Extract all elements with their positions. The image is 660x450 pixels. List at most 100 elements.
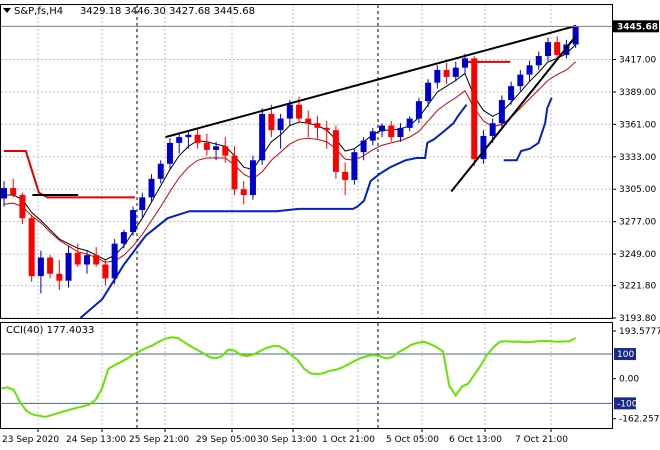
main-pane-frame bbox=[0, 4, 613, 319]
main-y-tick-label: 3417.00 bbox=[619, 56, 656, 66]
main-y-tick-label: 3333.00 bbox=[619, 153, 656, 163]
candle-bull bbox=[130, 210, 137, 233]
candle-bull bbox=[535, 56, 542, 66]
candle-bull bbox=[526, 65, 533, 75]
candle-bear bbox=[10, 188, 17, 196]
candle-bull bbox=[480, 135, 487, 160]
main-y-tick-label: 3389.00 bbox=[619, 88, 656, 98]
x-tick-label: 25 Sep 21:00 bbox=[129, 435, 189, 445]
candle-bear bbox=[323, 127, 330, 131]
candle-bull bbox=[379, 125, 386, 132]
candle-bear bbox=[102, 264, 109, 279]
candle-bull bbox=[120, 232, 127, 244]
candle-bull bbox=[572, 26, 579, 45]
candle-bull bbox=[517, 74, 524, 87]
candle-bull bbox=[462, 58, 468, 68]
main-y-tick-label: 3221.80 bbox=[619, 282, 656, 292]
candle-bear bbox=[222, 146, 229, 156]
candle-bull bbox=[434, 69, 441, 83]
candle-bull bbox=[415, 101, 422, 119]
cci-y-tick-label: -162.2574 bbox=[619, 415, 660, 425]
main-y-tick-label: 3193.80 bbox=[619, 314, 656, 324]
candle-bear bbox=[388, 125, 395, 138]
candle-bull bbox=[351, 152, 358, 180]
cci-title: CCI(40) 177.4033 bbox=[6, 325, 94, 336]
current-price-badge-bg bbox=[613, 20, 659, 33]
x-tick-label: 23 Sep 2020 bbox=[2, 435, 59, 445]
candle-bear bbox=[342, 171, 349, 180]
candle-bull bbox=[166, 142, 173, 164]
candle-bull bbox=[498, 100, 505, 124]
candle-bear bbox=[314, 123, 321, 128]
candle-bear bbox=[268, 113, 275, 131]
candle-bear bbox=[554, 42, 561, 55]
candle-bull bbox=[489, 123, 496, 136]
main-y-tick-label: 3277.00 bbox=[619, 218, 656, 228]
candle-bear bbox=[74, 252, 81, 265]
candle-bear bbox=[471, 58, 478, 160]
candle-bull bbox=[213, 146, 220, 150]
red-channel-line bbox=[4, 150, 135, 199]
cci-level-badge: -100 bbox=[614, 397, 638, 410]
candle-bear bbox=[19, 195, 26, 219]
candle-bull bbox=[148, 178, 155, 198]
cci-pane-frame bbox=[0, 322, 613, 429]
candle-bull bbox=[277, 118, 284, 131]
candle-bull bbox=[286, 104, 293, 119]
candle-bear bbox=[56, 273, 63, 281]
main-y-tick-label: 3305.00 bbox=[619, 185, 656, 195]
candle-bull bbox=[259, 113, 266, 161]
x-tick-label: 24 Sep 13:00 bbox=[66, 435, 126, 445]
candle-bull bbox=[185, 134, 192, 138]
cci-level-badge-bg bbox=[614, 397, 636, 410]
candle-bull bbox=[544, 42, 551, 57]
cci-y-tick-label: 193.5777 bbox=[619, 327, 660, 337]
candle-bear bbox=[332, 130, 339, 172]
blue-band-line bbox=[79, 104, 468, 319]
candle-bear bbox=[28, 218, 35, 277]
x-tick-label: 5 Oct 05:00 bbox=[386, 435, 439, 445]
candle-bear bbox=[194, 134, 201, 143]
cci-level-badge-bg bbox=[614, 348, 636, 361]
candle-bear bbox=[443, 69, 450, 77]
x-tick-label: 7 Oct 21:00 bbox=[515, 435, 568, 445]
ma-slow-line bbox=[3, 61, 576, 263]
trendline[interactable] bbox=[165, 24, 576, 139]
cci-level-label: -100 bbox=[617, 399, 638, 409]
candle-bull bbox=[139, 197, 146, 211]
candle-bear bbox=[203, 142, 210, 150]
dropdown-triangle-icon[interactable] bbox=[3, 8, 11, 13]
candle-bear bbox=[305, 118, 312, 124]
candle-bear bbox=[296, 104, 303, 119]
trendline[interactable] bbox=[450, 35, 577, 193]
candle-bull bbox=[452, 67, 459, 77]
cci-level-label: 100 bbox=[617, 350, 634, 360]
cci-level-badge: 100 bbox=[614, 348, 636, 361]
cci-y-tick-label: 0.00 bbox=[619, 375, 639, 385]
candle-bear bbox=[231, 155, 238, 190]
candle-bull bbox=[65, 252, 72, 281]
candle-bull bbox=[369, 131, 376, 141]
candle-bull bbox=[406, 118, 413, 128]
candle-bull bbox=[425, 82, 432, 102]
current-price-label: 3445.68 bbox=[617, 22, 658, 32]
candle-bull bbox=[111, 243, 118, 279]
candle-bull bbox=[563, 44, 570, 55]
candle-bull bbox=[176, 137, 183, 143]
candle-bull bbox=[157, 163, 164, 179]
x-tick-label: 1 Oct 21:00 bbox=[322, 435, 375, 445]
x-tick-label: 29 Sep 05:00 bbox=[196, 435, 256, 445]
candle-bull bbox=[37, 257, 44, 277]
chart-title-ohlc: 3429.18 3446.30 3427.68 3445.68 bbox=[80, 6, 255, 17]
chart-title-symbol: S&P,fs,H4 bbox=[14, 6, 63, 17]
candle-bull bbox=[1, 188, 7, 199]
ma-fast-line bbox=[4, 44, 576, 261]
candle-bull bbox=[249, 160, 256, 196]
main-y-tick-label: 3249.00 bbox=[619, 250, 656, 260]
candle-bull bbox=[83, 255, 90, 265]
main-y-tick-label: 3361.00 bbox=[619, 120, 656, 130]
cci-line bbox=[0, 336, 577, 418]
x-tick-label: 30 Sep 13:00 bbox=[257, 435, 317, 445]
